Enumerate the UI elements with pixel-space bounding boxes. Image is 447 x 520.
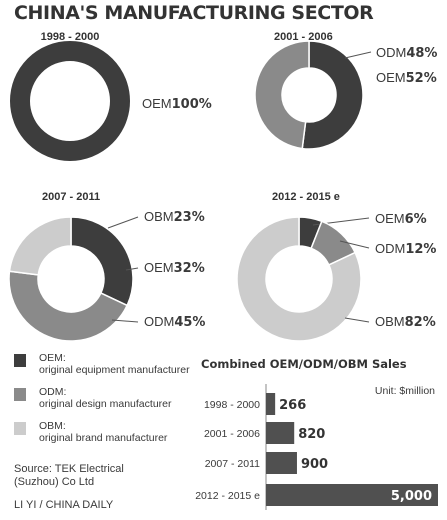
pie-slice-oem <box>70 216 134 307</box>
legend-label: OBM: <box>39 420 66 432</box>
legend-item-odm: ODM: original design manufacturer <box>14 386 194 420</box>
odm-swatch <box>14 388 26 401</box>
source-line-1: Source: TEK Electrical <box>14 463 124 475</box>
leader-line <box>107 216 139 229</box>
pie-label-odm: ODM45% <box>144 314 205 330</box>
pie-label-oem: OEM100% <box>142 96 212 112</box>
source-note: Source: TEK Electrical (Suzhou) Co Ltd <box>14 463 124 489</box>
pie-label-odm: ODM12% <box>375 241 436 257</box>
pie-label-obm: OBM23% <box>144 209 205 225</box>
page-title: CHINA'S MANUFACTURING SECTOR <box>14 2 374 24</box>
pie-slice-obm <box>8 216 72 276</box>
legend-desc: original equipment manufacturer <box>39 364 190 376</box>
pie-label-oem: OEM6% <box>375 211 427 227</box>
legend-desc: original brand manufacturer <box>39 432 168 444</box>
pie-slice-odm <box>8 270 129 342</box>
legend-label: OEM: <box>39 352 66 364</box>
pie-slice-oem <box>10 41 130 161</box>
pie-slice-odm <box>254 40 310 150</box>
bar <box>266 484 438 506</box>
bar <box>266 422 295 444</box>
pie-label-oem: OEM52% <box>376 70 437 86</box>
legend-desc: original design manufacturer <box>39 398 172 410</box>
bar <box>266 393 276 415</box>
bar-category-label: 1998 - 2000 <box>204 399 260 411</box>
bar-value-label: 5,000 <box>391 489 432 504</box>
legend-item-obm: OBM: original brand manufacturer <box>14 420 194 454</box>
bar-category-label: 2012 - 2015 e <box>195 490 260 502</box>
pie-slice-obm <box>236 216 362 342</box>
bar-chart-unit: Unit: $million <box>375 385 435 397</box>
leader-line <box>344 51 372 59</box>
bar-value-label: 900 <box>301 457 328 472</box>
leader-line <box>125 267 139 271</box>
pie-period-label: 2007 - 2011 <box>42 191 100 203</box>
pie-label-odm: ODM48% <box>376 45 437 61</box>
legend-item-oem: OEM: original equipment manufacturer <box>14 352 194 386</box>
pie-period-label: 1998 - 2000 <box>41 31 100 43</box>
pie-slice-oem <box>301 40 364 150</box>
credit: LI YI / CHINA DAILY <box>14 499 114 511</box>
pie-period-label: 2001 - 2006 <box>274 31 333 43</box>
legend: OEM: original equipment manufacturer ODM… <box>14 352 194 454</box>
bar-category-label: 2007 - 2011 <box>205 458 260 470</box>
leader-line <box>339 240 370 249</box>
bar <box>266 452 297 474</box>
obm-swatch <box>14 422 26 435</box>
pie-label-oem: OEM32% <box>144 260 205 276</box>
oem-swatch <box>14 354 26 367</box>
pie-period-label: 2012 - 2015 e <box>272 191 340 203</box>
source-line-2: (Suzhou) Co Ltd <box>14 476 95 488</box>
leader-line <box>111 319 139 323</box>
pie-label-obm: OBM82% <box>375 314 436 330</box>
bar-value-label: 266 <box>279 398 306 413</box>
bar-chart-title: Combined OEM/ODM/OBM Sales <box>201 357 407 371</box>
bar-category-label: 2001 - 2006 <box>204 428 260 440</box>
legend-label: ODM: <box>39 386 67 398</box>
leader-line <box>344 317 370 323</box>
bar-value-label: 820 <box>298 427 325 442</box>
